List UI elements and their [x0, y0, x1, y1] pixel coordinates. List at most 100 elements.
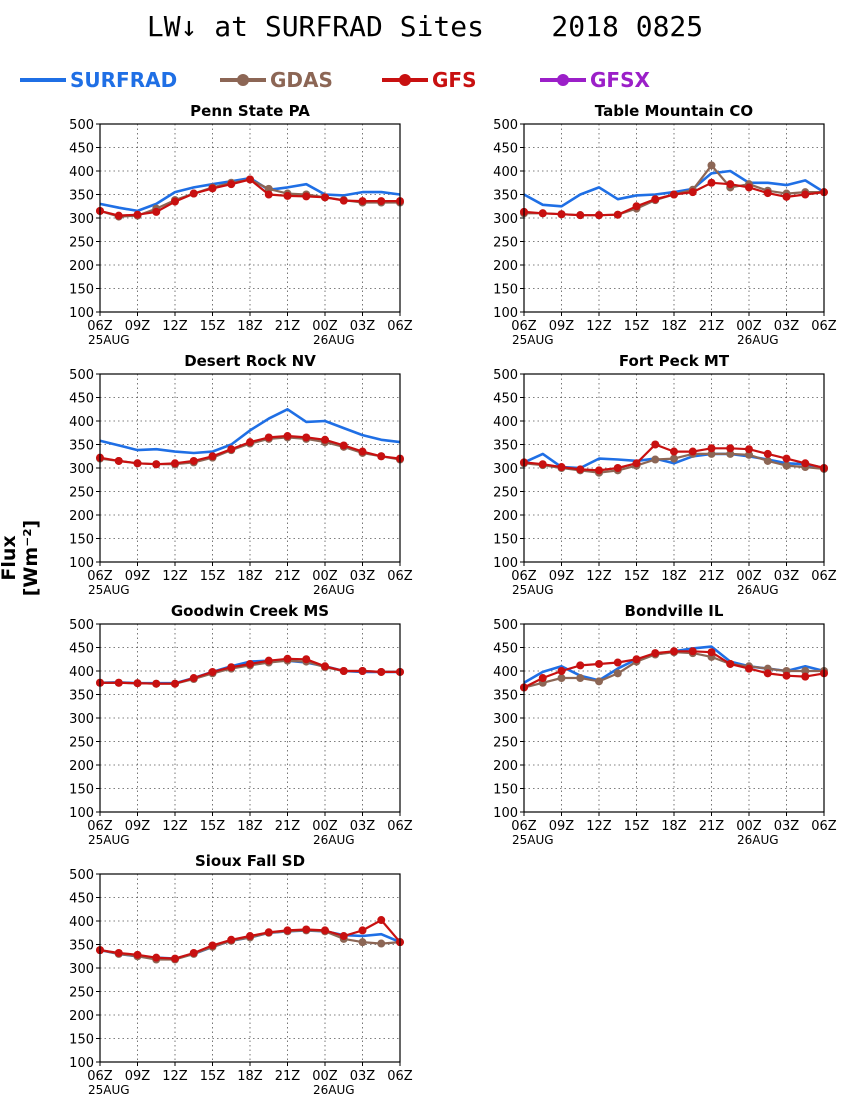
data-point-gfs	[283, 432, 292, 441]
panel-title: Penn State PA	[190, 102, 310, 120]
data-point-gfs	[613, 210, 622, 219]
x-tick-label: 18Z	[237, 569, 263, 584]
plot-frame	[99, 623, 401, 813]
data-point-gfs	[595, 211, 603, 220]
data-point-gfs	[670, 190, 678, 199]
y-tick-label: 200	[493, 759, 518, 774]
y-tick-label: 400	[69, 915, 94, 930]
data-point-gfs	[557, 210, 566, 219]
data-point-gfs	[726, 180, 735, 189]
series-gfs	[96, 175, 404, 220]
x-tick-label: 09Z	[125, 819, 151, 834]
y-tick-label: 100	[69, 806, 94, 821]
x-tick-label: 00Z	[736, 319, 762, 334]
plot-frame	[523, 623, 825, 813]
data-point-gfs	[745, 183, 753, 192]
data-point-gfs	[595, 466, 603, 475]
data-point-gdas	[651, 455, 660, 464]
data-point-gfs	[114, 456, 123, 465]
x-day-label: 26AUG	[737, 333, 779, 347]
x-tick-label: 18Z	[237, 319, 263, 334]
panel-title: Desert Rock NV	[184, 352, 316, 370]
data-point-gfs	[227, 663, 236, 672]
panel-2: Table Mountain CO 100 150 200 250 300 350 400 45…	[493, 102, 837, 347]
x-day-label: 26AUG	[313, 833, 355, 847]
data-point-gfs	[651, 649, 660, 658]
x-tick-label: 06Z	[387, 319, 413, 334]
data-point-gfs	[264, 433, 273, 442]
plot-frame	[99, 373, 401, 563]
x-tick-label: 12Z	[162, 1069, 188, 1084]
data-point-gfs	[651, 195, 660, 204]
y-tick-label: 300	[69, 962, 94, 977]
data-point-gfs	[670, 647, 678, 656]
legend-swatch-surfrad	[20, 78, 66, 82]
y-tick-label: 300	[493, 462, 518, 477]
y-tick-label: 450	[69, 392, 94, 407]
legend-swatch-gdas	[220, 74, 266, 86]
x-day-label: 26AUG	[737, 583, 779, 597]
x-tick-label: 06Z	[87, 1069, 113, 1084]
x-tick-label: 21Z	[699, 819, 725, 834]
data-point-gfs	[302, 433, 311, 442]
x-tick-label: 21Z	[275, 319, 301, 334]
series-gfs	[96, 654, 404, 688]
plot-frame	[99, 123, 401, 313]
data-point-gdas	[557, 674, 566, 683]
y-tick-label: 100	[493, 306, 518, 321]
data-point-gfs	[264, 190, 273, 199]
data-point-gfs	[632, 202, 641, 211]
legend-swatch-gfs	[382, 74, 428, 86]
panel-title: Fort Peck MT	[619, 352, 730, 370]
x-tick-label: 03Z	[350, 569, 376, 584]
legend-label-gdas: GDAS	[270, 68, 333, 92]
series-gfs	[96, 916, 404, 963]
data-point-gfs	[321, 193, 329, 202]
x-tick-label: 06Z	[387, 1069, 413, 1084]
y-tick-label: 250	[493, 736, 518, 751]
data-point-gfs	[782, 454, 791, 463]
data-point-gfs	[264, 656, 273, 665]
data-point-gdas	[726, 449, 735, 458]
data-point-gfs	[227, 935, 236, 944]
y-tick-label: 250	[69, 736, 94, 751]
data-point-gfs	[745, 445, 753, 454]
y-tick-label: 200	[69, 759, 94, 774]
data-point-gfs	[283, 191, 292, 200]
panel-5: Goodwin Creek MS 100 150 200 250 300 350 400 450…	[69, 602, 413, 847]
data-point-gfs	[264, 928, 273, 937]
legend-label-gfsx: GFSX	[590, 68, 650, 92]
x-tick-label: 00Z	[312, 569, 338, 584]
y-tick-label: 500	[69, 618, 94, 633]
data-point-gfs	[726, 444, 735, 453]
panel-6: Bondville IL 100 150 200 250 300 350 400 450 500 0…	[493, 602, 837, 847]
y-tick-label: 350	[493, 689, 518, 704]
data-point-gfs	[726, 659, 735, 668]
data-point-gdas	[670, 454, 678, 463]
y-tick-label: 100	[69, 1056, 94, 1071]
data-point-gfs	[189, 948, 198, 957]
y-tick-label: 500	[69, 368, 94, 383]
x-tick-label: 15Z	[200, 1069, 226, 1084]
x-tick-label: 15Z	[624, 819, 650, 834]
data-point-gfs	[171, 459, 179, 468]
x-tick-label: 06Z	[511, 569, 537, 584]
y-tick-label: 250	[69, 486, 94, 501]
y-tick-label: 200	[69, 509, 94, 524]
y-tick-label: 400	[493, 415, 518, 430]
data-point-gfs	[283, 926, 292, 935]
y-tick-label: 350	[69, 939, 94, 954]
y-tick-label: 400	[69, 665, 94, 680]
y-tick-label: 100	[493, 806, 518, 821]
data-point-gfs	[576, 465, 585, 474]
data-point-gfs	[339, 667, 348, 675]
data-point-gfs	[133, 210, 142, 219]
series-surfrad	[99, 407, 401, 455]
x-tick-label: 00Z	[312, 819, 338, 834]
data-point-gfs	[189, 189, 198, 198]
y-tick-label: 150	[69, 533, 94, 548]
x-day-label: 26AUG	[737, 833, 779, 847]
data-point-gfs	[189, 456, 198, 465]
x-day-label: 25AUG	[88, 333, 130, 347]
panel-4: Fort Peck MT 100 150 200 250 300 350 400 450 500 0…	[493, 352, 837, 597]
